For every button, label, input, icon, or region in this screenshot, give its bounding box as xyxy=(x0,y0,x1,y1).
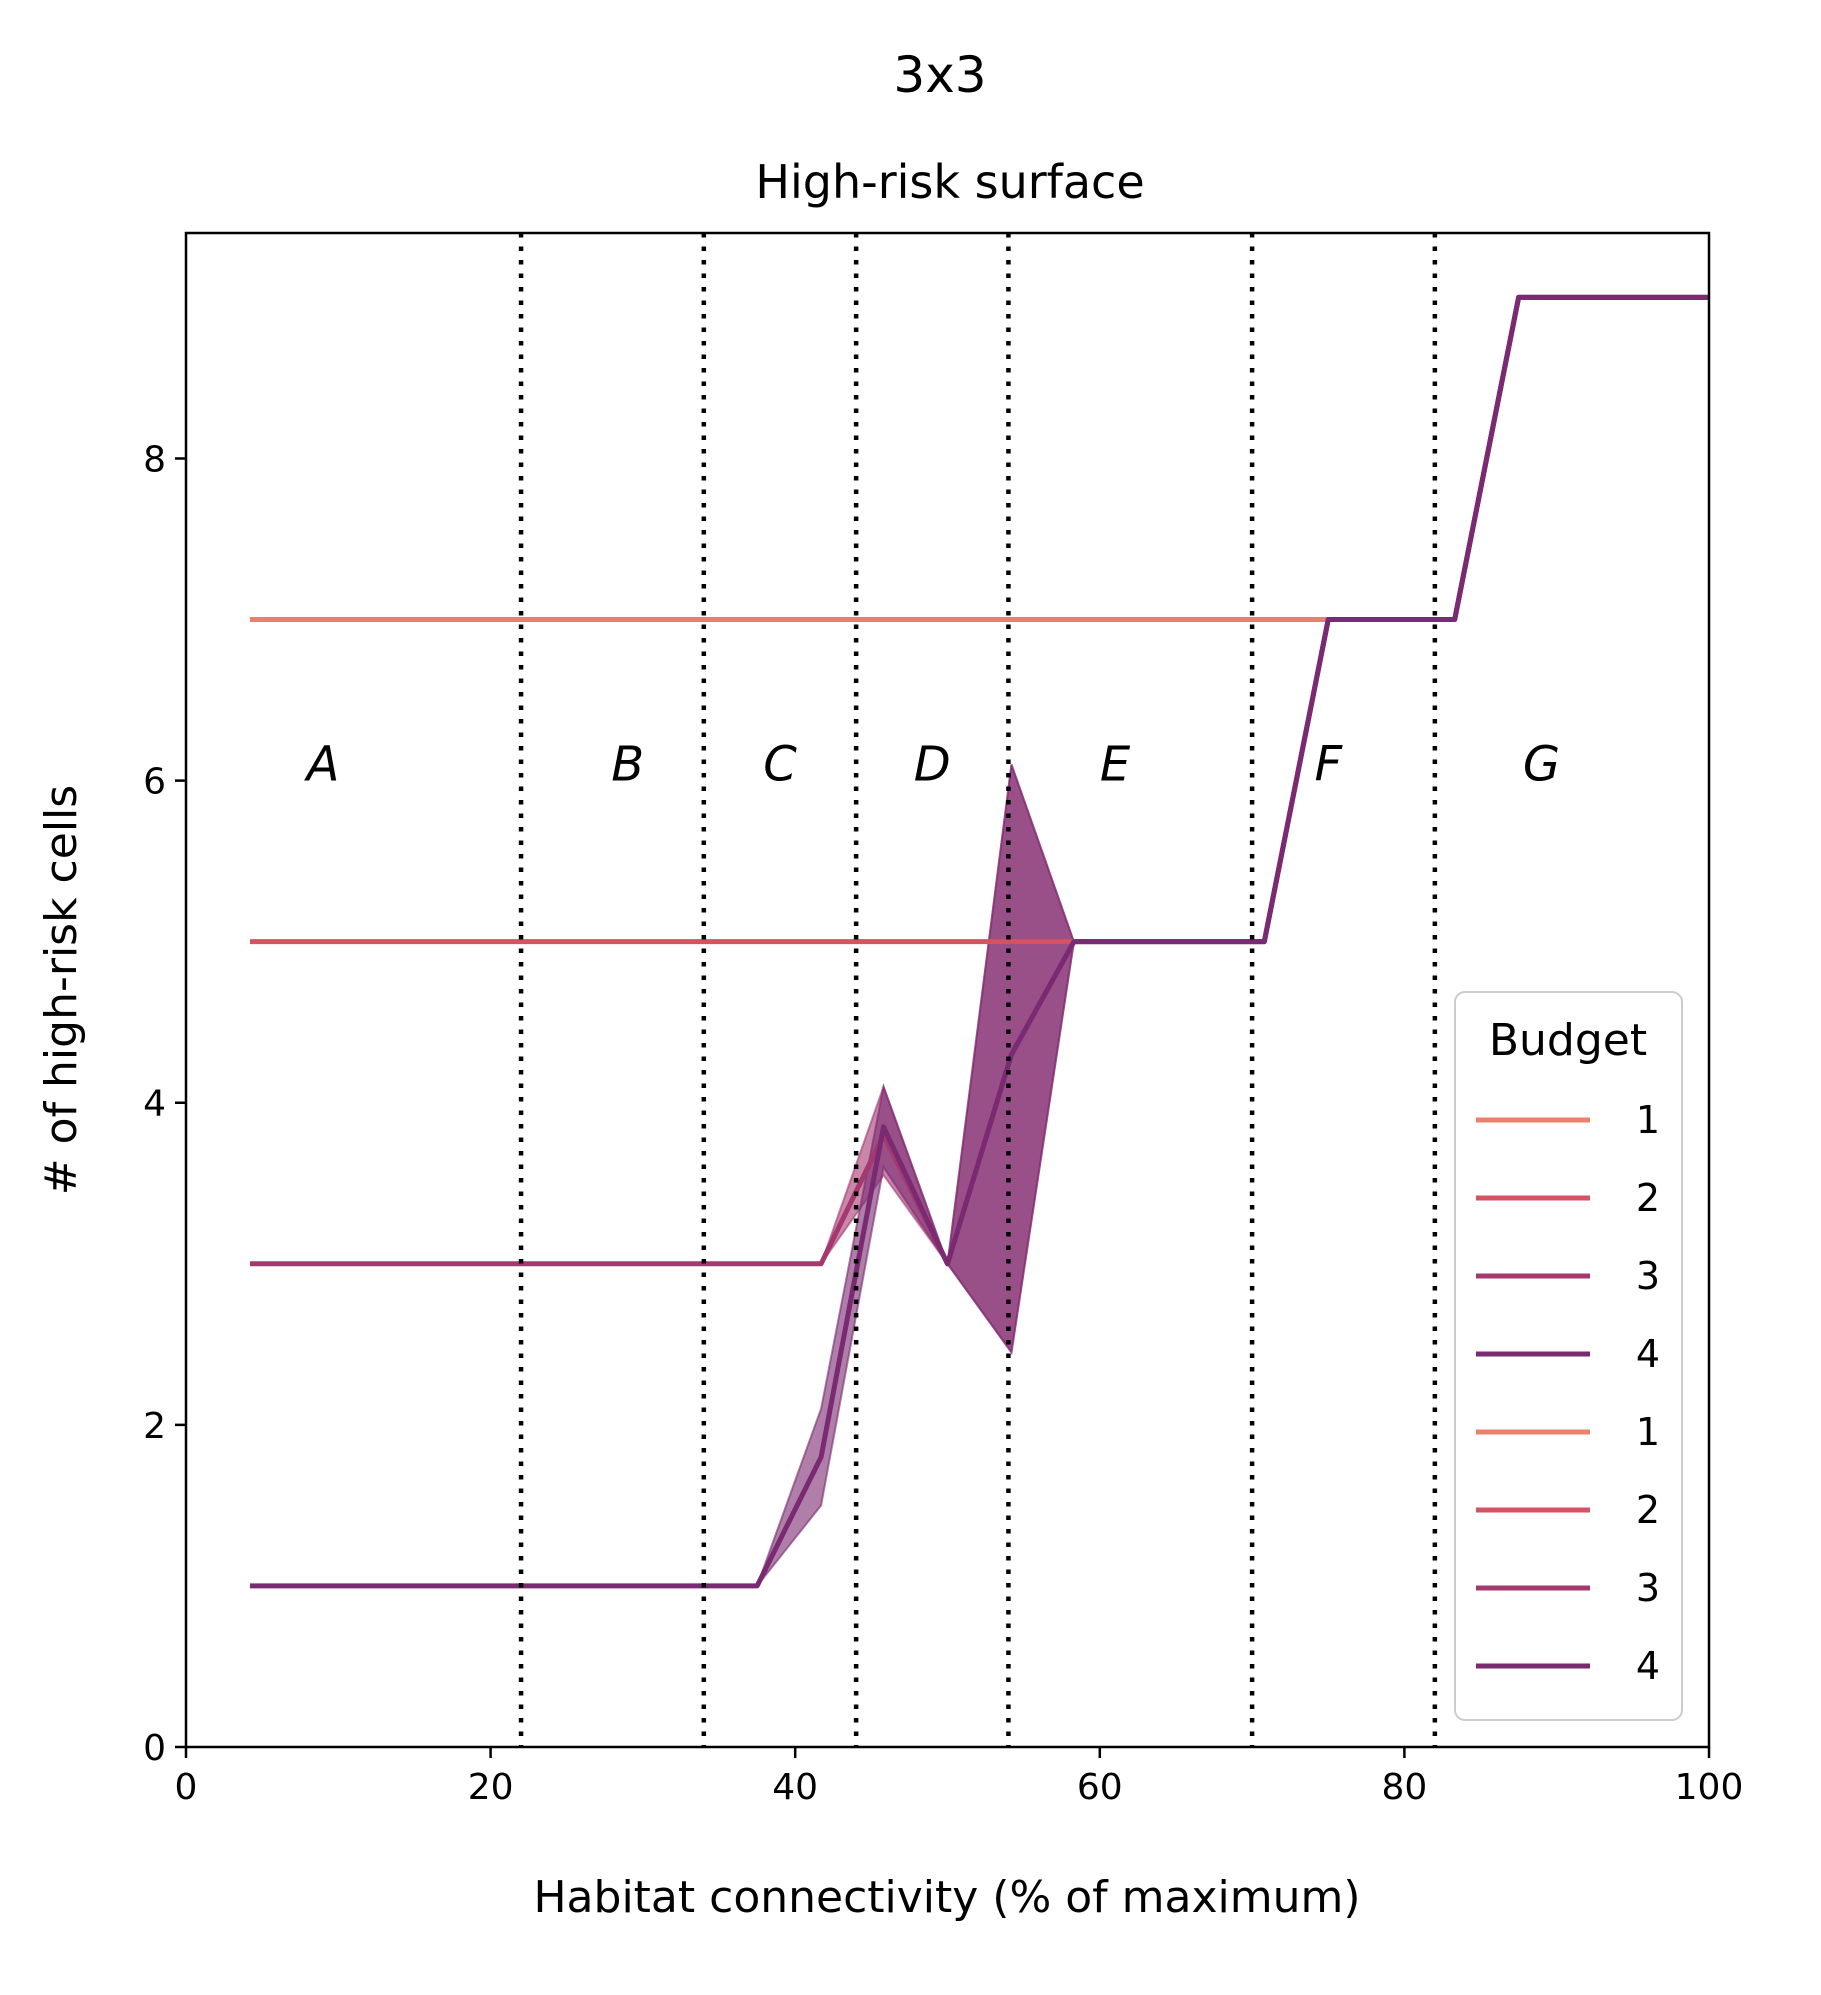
y-axis-label: # of high-risk cells xyxy=(36,785,87,1195)
x-tick-label: 100 xyxy=(1675,1767,1744,1808)
x-axis-ticks: 0 20 40 60 80 100 xyxy=(175,1747,1744,1808)
x-tick-label: 60 xyxy=(1077,1767,1123,1808)
legend-label: 2 xyxy=(1636,1488,1660,1532)
region-label-D: D xyxy=(914,737,951,793)
y-tick-label: 4 xyxy=(143,1084,166,1125)
x-tick-label: 0 xyxy=(175,1767,198,1808)
legend-title: Budget xyxy=(1489,1015,1647,1066)
y-tick-label: 8 xyxy=(143,439,166,480)
chart-title: High-risk surface xyxy=(755,155,1144,209)
legend: Budget 1 2 3 4 1 2 3 4 xyxy=(1454,991,1683,1721)
figure-suptitle: 3x3 xyxy=(893,46,986,104)
legend-entries: 1 2 3 4 1 2 3 4 xyxy=(1476,1098,1660,1688)
x-tick-label: 20 xyxy=(468,1767,514,1808)
plot-frame xyxy=(184,231,1711,1749)
region-label-F: F xyxy=(1314,737,1343,793)
region-label-G: G xyxy=(1523,737,1560,793)
legend-label: 3 xyxy=(1636,1566,1660,1610)
line-series-4 xyxy=(249,294,1709,1589)
confidence-bands xyxy=(249,296,1709,1587)
legend-label: 2 xyxy=(1636,1176,1660,1220)
x-axis-label: Habitat connectivity (% of maximum) xyxy=(533,1872,1360,1923)
region-dividers xyxy=(518,233,1438,1747)
y-tick-label: 2 xyxy=(143,1406,166,1447)
y-tick-label: 0 xyxy=(143,1728,166,1769)
region-label-E: E xyxy=(1100,737,1131,793)
x-tick-label: 80 xyxy=(1381,1767,1427,1808)
region-label-A: A xyxy=(304,737,340,793)
legend-label: 4 xyxy=(1636,1644,1660,1688)
band-series-4 xyxy=(249,296,1709,1587)
region-label-C: C xyxy=(763,737,797,793)
legend-label: 4 xyxy=(1636,1332,1660,1376)
y-axis-ticks: 0 2 4 6 8 xyxy=(143,439,186,1769)
legend-label: 1 xyxy=(1636,1410,1660,1454)
y-tick-label: 6 xyxy=(143,762,166,803)
line-series-1 xyxy=(249,294,1709,623)
legend-label: 3 xyxy=(1636,1254,1660,1298)
legend-label: 1 xyxy=(1636,1098,1660,1142)
series-lines xyxy=(249,294,1709,1589)
x-tick-label: 40 xyxy=(772,1767,818,1808)
region-labels: A B C D E F G xyxy=(304,737,1560,793)
region-label-B: B xyxy=(611,737,644,793)
